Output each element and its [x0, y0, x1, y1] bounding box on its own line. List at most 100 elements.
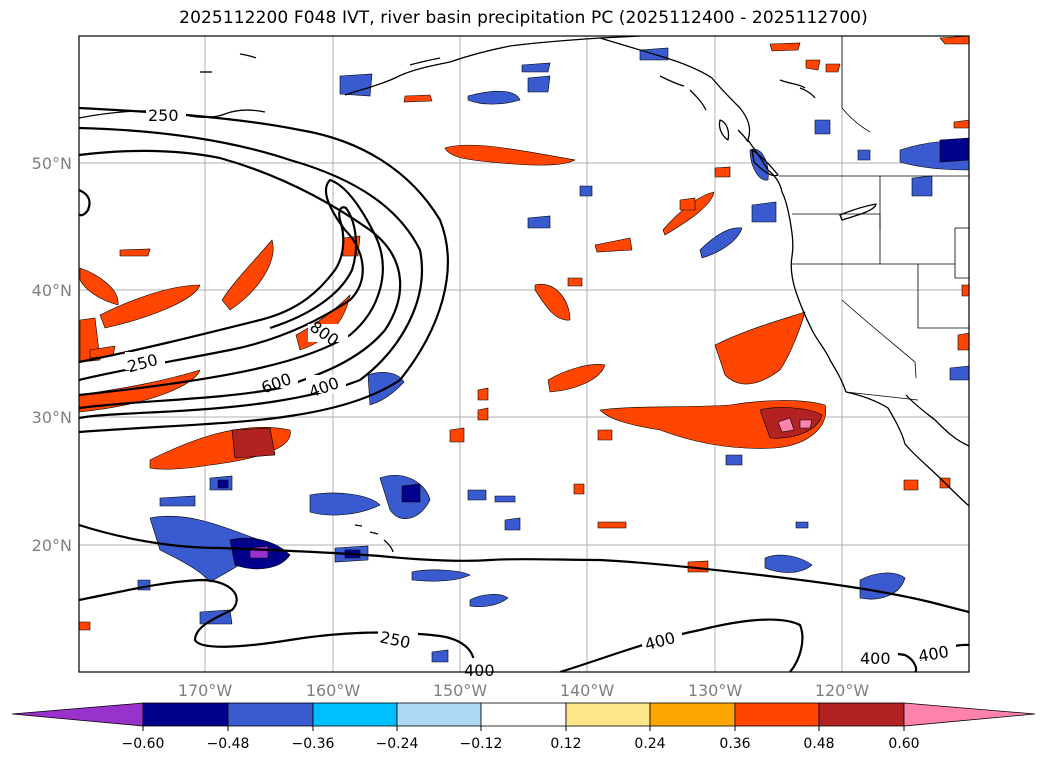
precip-blob: [953, 119, 969, 129]
precip-blob: [217, 479, 229, 489]
island: [689, 89, 707, 111]
lon-tick-label: 150°W: [433, 681, 488, 700]
hawaii: [369, 531, 379, 535]
alaska-coast: [599, 37, 769, 171]
precip-blob: [467, 489, 487, 501]
colorbar: [11, 702, 1036, 727]
precip-blob: [401, 483, 421, 503]
precip-blob: [662, 191, 715, 236]
lon-tick-label: 120°W: [815, 681, 870, 700]
island: [409, 57, 441, 66]
precip-blob: [79, 621, 91, 631]
precip-blob: [494, 495, 516, 503]
precip-blob: [309, 492, 381, 516]
lat-tick-label: 30°N: [32, 408, 72, 427]
precip-blob: [534, 283, 571, 321]
lat-tick-labels: 50°N 40°N 30°N 20°N: [32, 154, 72, 555]
precip-blob: [961, 284, 969, 297]
colorbar-tick-label: −0.36: [292, 736, 335, 752]
precip-blob: [221, 239, 274, 311]
precip-blob: [403, 94, 433, 103]
precip-blob: [799, 419, 813, 429]
border: [792, 213, 881, 230]
colorbar-segment: [312, 702, 398, 727]
colorbar-segment: [396, 702, 482, 727]
colorbar-segment: [11, 702, 144, 727]
colorbar-tick-label: 0.24: [634, 736, 665, 752]
border: [845, 391, 919, 401]
ivt-contour-250-south: [79, 523, 969, 614]
contour-label: 250: [148, 106, 179, 125]
precip-blob: [521, 62, 551, 73]
precip-blob: [714, 311, 806, 385]
coastlines: [79, 36, 969, 553]
precip-blob: [573, 483, 585, 495]
colorbar-tick-label: 0.36: [719, 736, 750, 752]
ivt-contour-400-south: [559, 618, 804, 672]
precip-blob: [477, 387, 489, 401]
hawaii: [354, 524, 363, 527]
precip-blob: [749, 148, 769, 181]
lon-tick-label: 130°W: [688, 681, 743, 700]
colorbar-segment: [480, 702, 567, 727]
ivt-contour-400: [79, 149, 402, 410]
lon-tick-label: 160°W: [306, 681, 361, 700]
precip-blob: [339, 73, 373, 97]
precip-blob: [597, 429, 613, 441]
colorbar-segment: [818, 702, 905, 727]
ivt-contour-600: [79, 178, 384, 397]
colorbar-segment: [903, 702, 1036, 727]
baja-coast: [845, 391, 969, 507]
precip-blob: [467, 90, 521, 105]
precip-negative-anomalies: [137, 47, 969, 663]
chart-title: 2025112200 F048 IVT, river basin precipi…: [179, 8, 868, 28]
precip-blob: [699, 227, 743, 259]
precip-blob: [903, 479, 919, 491]
colorbar-tick-label: −0.48: [207, 736, 250, 752]
border: [841, 299, 917, 379]
precip-blob: [469, 594, 509, 608]
island: [659, 75, 685, 87]
colorbar-tick-label: 0.12: [550, 736, 581, 752]
precip-blob: [814, 119, 831, 135]
lat-tick-label: 40°N: [32, 281, 72, 300]
precip-blob: [504, 517, 521, 531]
precip-blob: [527, 75, 551, 93]
contour-label: 400: [464, 661, 495, 680]
alaska-coast: [344, 36, 641, 96]
precip-blob: [449, 427, 465, 443]
precip-blob: [764, 554, 813, 573]
precip-blob: [911, 175, 933, 197]
lon-tick-label: 170°W: [178, 681, 233, 700]
lon-tick-labels: 170°W 160°W 150°W 140°W 130°W 120°W: [178, 681, 870, 700]
island: [779, 79, 806, 89]
border: [917, 264, 969, 329]
island: [799, 87, 816, 99]
ivt-contour-250: [79, 126, 423, 420]
precip-blob: [567, 277, 583, 287]
precip-blob: [939, 137, 969, 163]
colorbar-tick-label: 0.60: [888, 736, 919, 752]
colorbar-tick-labels: −0.60 −0.48 −0.36 −0.24 −0.12 0.12 0.24 …: [122, 736, 920, 752]
colorbar-ticks: [142, 726, 905, 731]
ivt-contour-loop: [79, 188, 91, 217]
precip-blob: [769, 42, 801, 52]
precip-blob: [857, 149, 871, 161]
precip-blob: [99, 284, 201, 329]
precip-blob: [939, 36, 969, 45]
state-borders: [779, 36, 969, 401]
precip-blob: [527, 215, 551, 229]
haida-gwaii: [718, 119, 730, 141]
precip-blob: [547, 364, 606, 393]
contour-label: 400: [917, 642, 950, 666]
precip-blob: [725, 454, 743, 466]
precip-blob: [859, 572, 906, 600]
precip-blob: [805, 59, 821, 71]
precip-blob: [714, 166, 731, 178]
colorbar-segment: [734, 702, 820, 727]
us-west-coast: [789, 219, 847, 393]
ivt-contour-250: [79, 106, 449, 434]
island: [737, 129, 749, 143]
precip-blob: [444, 144, 576, 166]
